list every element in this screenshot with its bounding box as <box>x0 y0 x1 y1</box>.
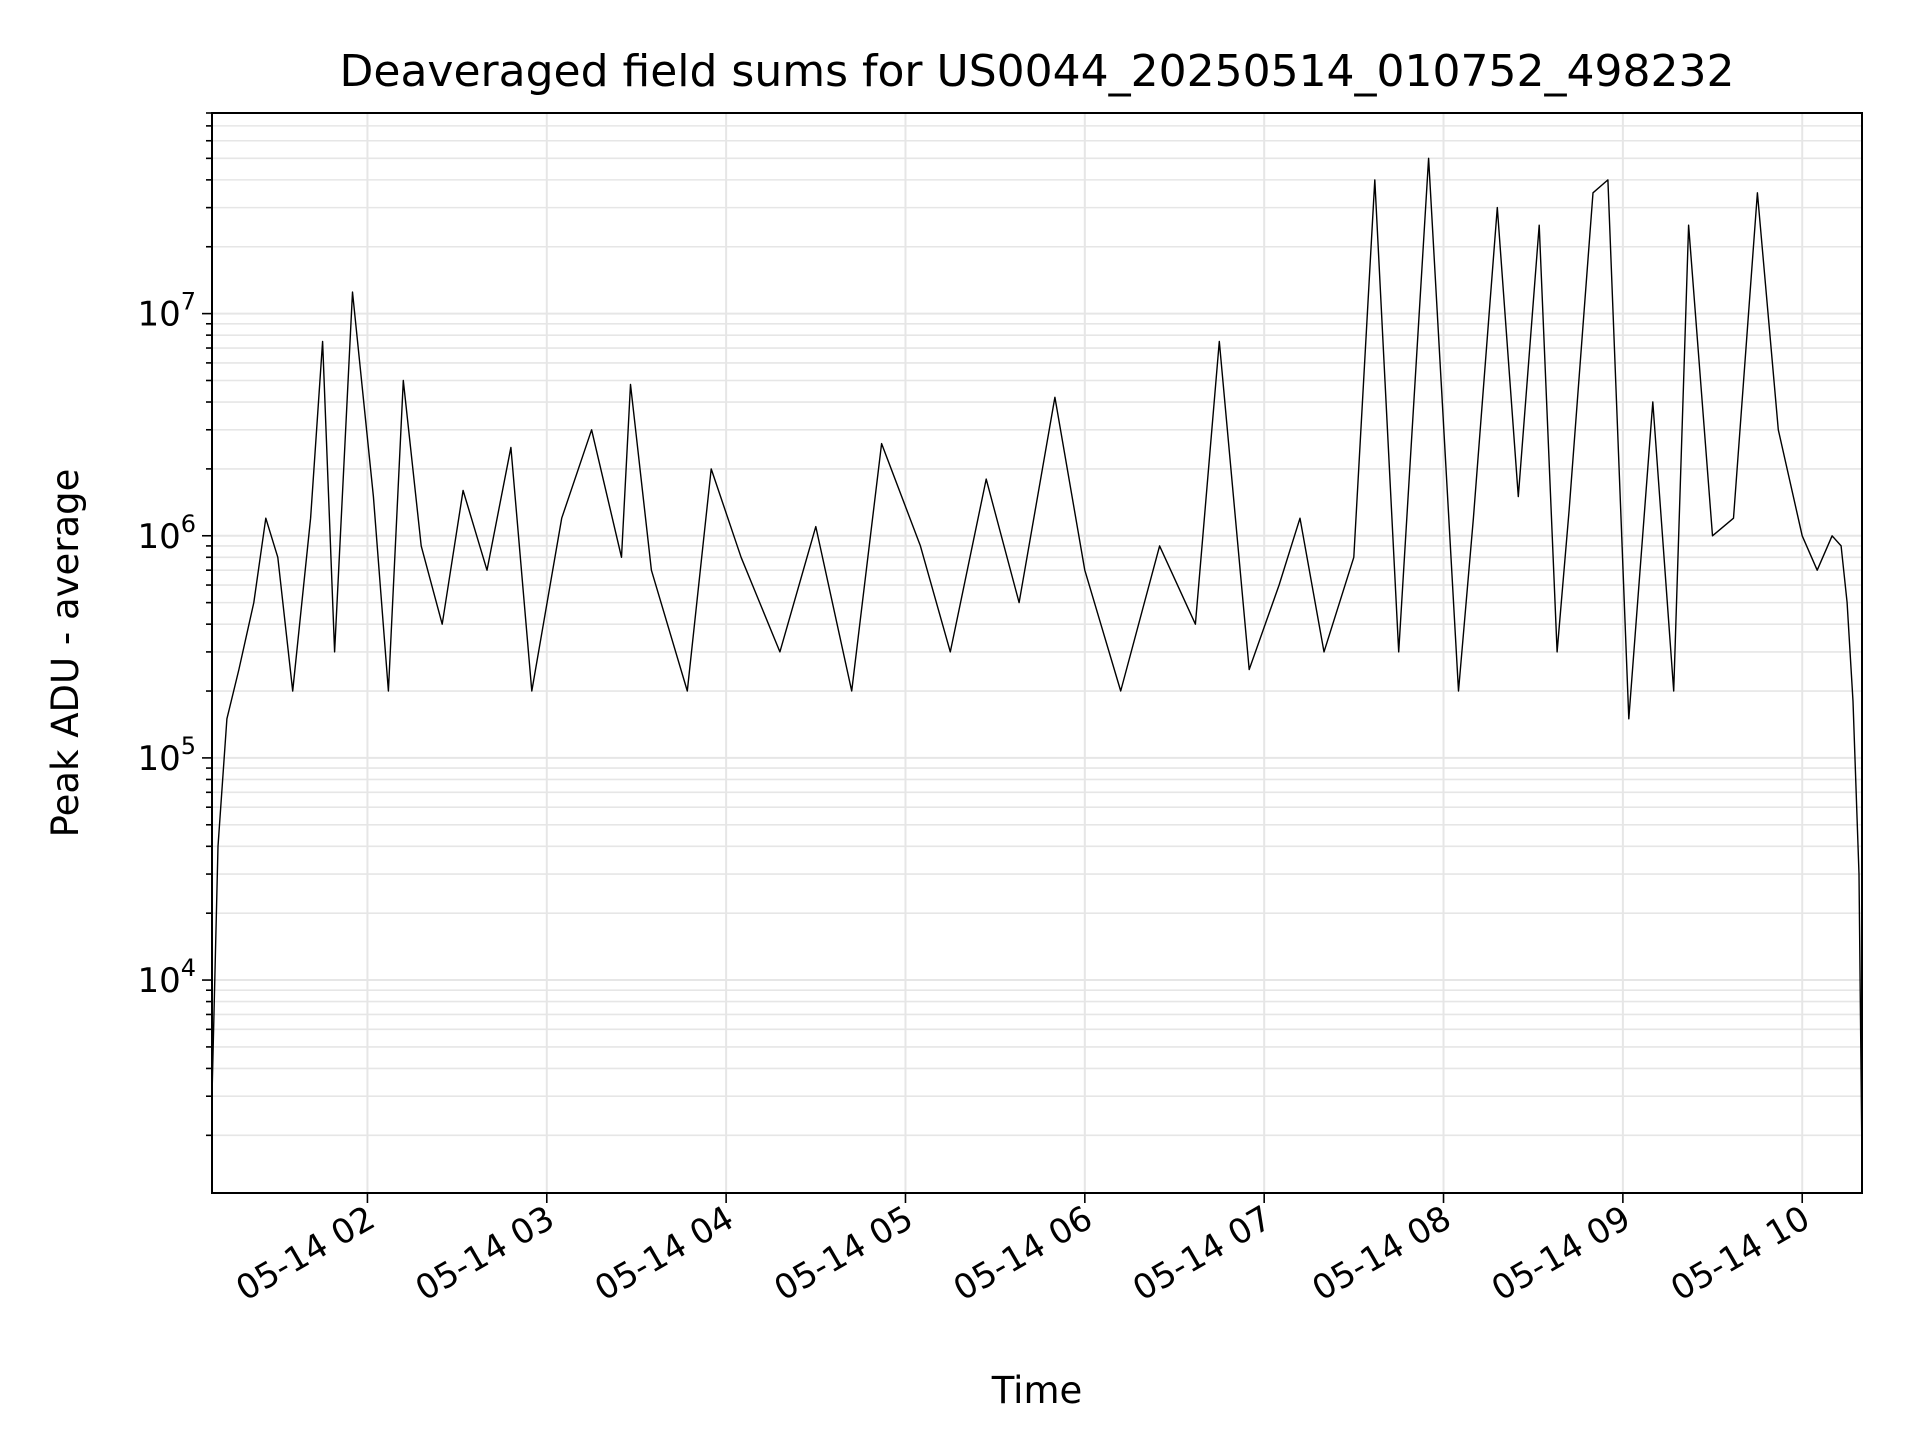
series-line <box>211 157 1863 1164</box>
x-tick-label: 05-14 02 <box>230 1198 382 1309</box>
x-tick-label: 05-14 05 <box>768 1198 920 1309</box>
chart-title: Deaveraged field sums for US0044_2025051… <box>340 46 1735 97</box>
y-tick-label: 105 <box>137 732 196 779</box>
x-ticks: 05-14 02 05-14 03 05-14 04 05-14 05 05-14 06… <box>230 1193 1817 1309</box>
y-tick-label: 106 <box>137 510 196 557</box>
x-tick-label: 05-14 03 <box>409 1198 561 1309</box>
x-tick-label: 05-14 10 <box>1664 1198 1816 1309</box>
x-tick-label: 05-14 06 <box>947 1198 1099 1309</box>
y-tick-label: 107 <box>137 288 196 335</box>
y-tick-label: 104 <box>137 954 196 1001</box>
y-axis-label: Peak ADU - average <box>44 469 87 838</box>
x-tick-label: 05-14 07 <box>1126 1198 1278 1309</box>
grid <box>212 112 1862 1193</box>
x-axis-label: Time <box>991 1369 1083 1412</box>
x-tick-label: 05-14 09 <box>1485 1198 1637 1309</box>
plot-frame <box>211 112 1863 1194</box>
x-tick-label: 05-14 04 <box>588 1198 740 1309</box>
x-tick-label: 05-14 08 <box>1306 1198 1458 1309</box>
y-ticks: 104 105 106 107 <box>137 112 212 1137</box>
